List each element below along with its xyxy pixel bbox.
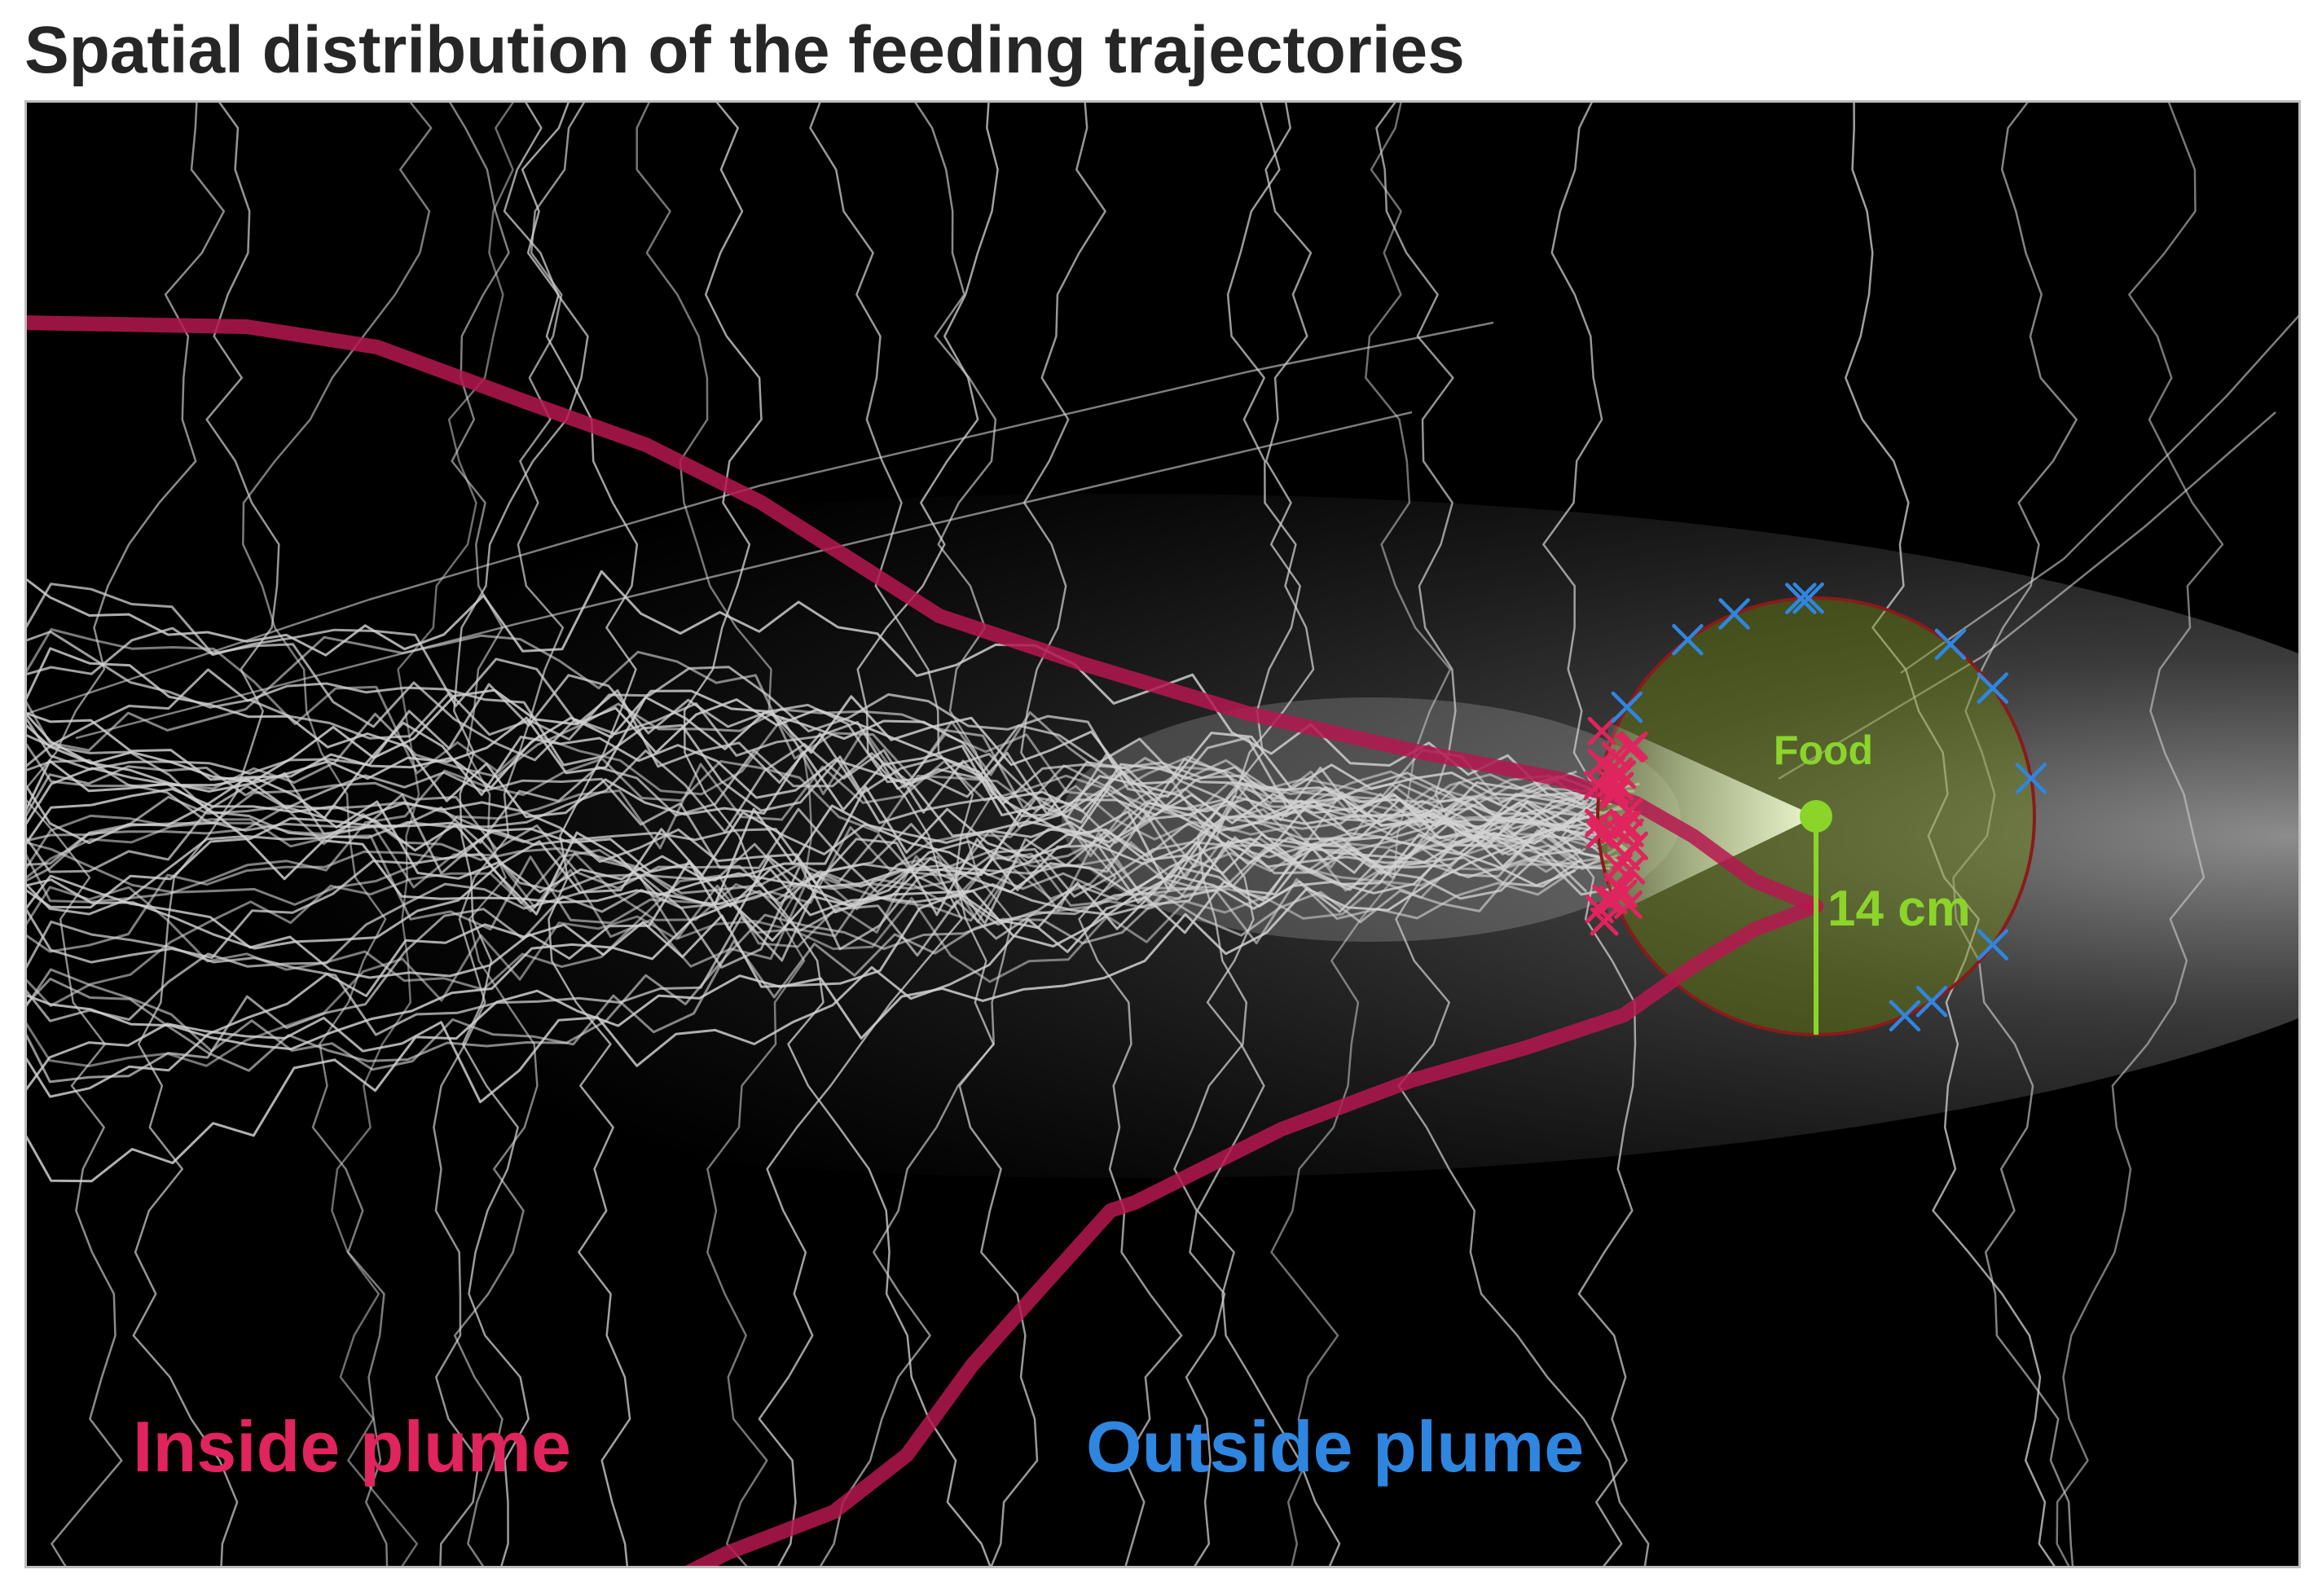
trajectory bbox=[27, 791, 1612, 1007]
trajectory bbox=[75, 411, 1413, 740]
trajectory bbox=[683, 103, 992, 1566]
marker bbox=[1604, 757, 1634, 786]
trajectory bbox=[1900, 314, 2298, 675]
trajectory bbox=[27, 721, 1581, 869]
trajectory bbox=[448, 103, 539, 1566]
plume-boundary-lower bbox=[684, 899, 1823, 1566]
trajectory bbox=[242, 103, 433, 1566]
marker bbox=[1619, 731, 1648, 760]
trajectory bbox=[27, 770, 1577, 909]
outside-plume-markers bbox=[1611, 582, 2047, 1032]
marker bbox=[1672, 623, 1704, 656]
marker bbox=[1589, 817, 1618, 846]
trajectory-canvas: Food 14 cm Inside plume Outside plume bbox=[27, 103, 2298, 1566]
marker bbox=[1614, 798, 1643, 827]
trajectory bbox=[2056, 103, 2224, 1566]
plume-entry-cone bbox=[1607, 722, 1816, 917]
trajectory bbox=[1196, 103, 1341, 1566]
marker bbox=[1915, 986, 1948, 1018]
trajectory bbox=[27, 792, 1608, 979]
plume-boundary-upper bbox=[27, 315, 1823, 913]
marker bbox=[1792, 582, 1824, 614]
trajectory bbox=[27, 771, 1588, 898]
trajectory bbox=[27, 103, 226, 1566]
marker bbox=[1977, 929, 2009, 961]
trajectory bbox=[27, 634, 1580, 803]
trajectory bbox=[27, 757, 1590, 904]
figure-title: Spatial distribution of the feeding traj… bbox=[24, 13, 1465, 87]
marker bbox=[2015, 763, 2047, 794]
trajectory bbox=[27, 321, 1494, 715]
marker bbox=[1934, 628, 1967, 661]
trajectory bbox=[433, 103, 586, 1566]
outside-plume-label: Outside plume bbox=[1086, 1406, 1584, 1487]
food-point bbox=[1800, 800, 1832, 833]
trajectory bbox=[27, 759, 1635, 906]
trajectory bbox=[1845, 103, 2056, 1566]
trajectory bbox=[1173, 103, 1313, 1566]
marker bbox=[1718, 598, 1750, 630]
trajectory bbox=[132, 103, 280, 1566]
inside-plume-label: Inside plume bbox=[133, 1406, 571, 1487]
trajectories bbox=[27, 103, 2298, 1566]
trajectory bbox=[521, 103, 639, 1566]
trajectory bbox=[27, 857, 1599, 1072]
radius-label: 14 cm bbox=[1827, 881, 1971, 937]
marker bbox=[1585, 895, 1614, 924]
marker bbox=[1611, 691, 1643, 723]
trajectory bbox=[1542, 103, 1637, 1566]
food-label: Food bbox=[1774, 728, 1873, 773]
trajectory bbox=[331, 103, 514, 1566]
marker bbox=[1585, 808, 1614, 838]
trajectory bbox=[27, 765, 1578, 893]
marker bbox=[1785, 583, 1817, 614]
marker bbox=[1600, 815, 1629, 844]
trajectory bbox=[809, 103, 1039, 1566]
marker bbox=[1977, 672, 2009, 704]
trajectory bbox=[27, 794, 1592, 1098]
trajectory bbox=[27, 856, 1578, 1067]
trajectory bbox=[27, 788, 1635, 1036]
marker bbox=[1889, 1000, 1921, 1032]
trajectory bbox=[1375, 103, 1650, 1566]
trajectory bbox=[27, 702, 1632, 820]
trajectory bbox=[27, 583, 1625, 872]
inside-plume-markers bbox=[1584, 716, 1648, 936]
marker bbox=[1608, 879, 1638, 908]
trajectory-figure: Food 14 cm Inside plume Outside plume bbox=[24, 100, 2301, 1568]
marker bbox=[1616, 855, 1646, 885]
trajectory bbox=[1270, 103, 1452, 1566]
marker bbox=[1587, 716, 1616, 745]
trajectory bbox=[819, 103, 1014, 1566]
trajectory bbox=[27, 801, 1583, 917]
trajectory bbox=[453, 103, 589, 1566]
trajectory bbox=[1020, 103, 1183, 1566]
trajectory bbox=[1952, 103, 2078, 1566]
trajectory bbox=[758, 103, 999, 1566]
trajectory bbox=[27, 628, 1637, 850]
trajectory bbox=[635, 103, 813, 1566]
trajectory bbox=[1778, 411, 2276, 780]
